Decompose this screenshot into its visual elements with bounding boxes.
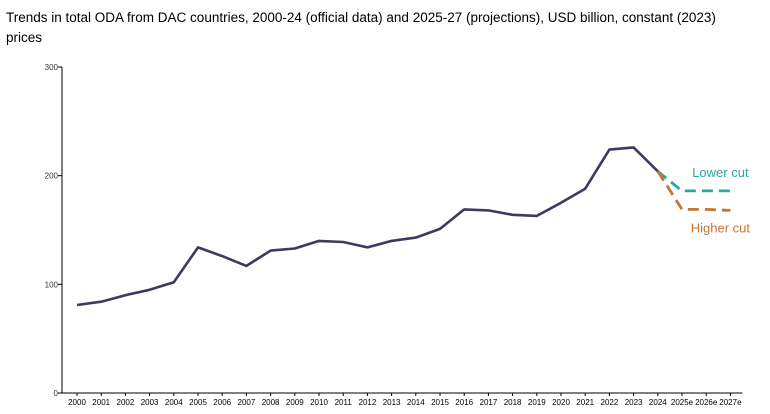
x-tick-label: 2023	[625, 398, 643, 407]
x-tick-label: 2021	[576, 398, 594, 407]
x-tick-label: 2000	[68, 398, 86, 407]
chart-title: Trends in total ODA from DAC countries, …	[6, 10, 716, 45]
series-line-official-oda	[76, 146, 659, 307]
x-tick-label: 2015	[431, 398, 449, 407]
x-tick-label: 2020	[552, 398, 570, 407]
x-tick-label: 2006	[213, 398, 231, 407]
x-tick-label: 2002	[117, 398, 135, 407]
x-tick-label: 2009	[286, 398, 304, 407]
x-tick-label: 2014	[407, 398, 425, 407]
x-tick-label: 2024	[649, 398, 667, 407]
series-label-higher-cut: Higher cut	[691, 220, 751, 235]
series-line-lower-cut	[656, 170, 731, 193]
x-tick-label: 2019	[528, 398, 546, 407]
x-tick-label: 2001	[92, 398, 110, 407]
x-tick-label: 2022	[601, 398, 619, 407]
series-label-lower-cut: Lower cut	[692, 165, 749, 180]
x-tick-label: 2008	[262, 398, 280, 407]
x-tick-label: 2017	[480, 398, 498, 407]
chart-axes: 0 100 200 300 2000 2001 2002 2003 2004 2005 2006 20…	[45, 63, 743, 407]
x-tick-label: 2003	[141, 398, 159, 407]
x-tick-label: 2025e	[671, 398, 694, 407]
x-tick-label: 2016	[455, 398, 473, 407]
x-tick-label: 2013	[383, 398, 401, 407]
y-tick-label: 200	[45, 172, 59, 181]
x-tick-label: 2004	[165, 398, 183, 407]
x-tick-label: 2007	[238, 398, 256, 407]
chart-series	[76, 146, 731, 307]
x-tick-label: 2010	[310, 398, 328, 407]
chart-annotations: Lower cut Higher cut	[691, 165, 751, 236]
x-tick-label: 2018	[504, 398, 522, 407]
y-tick-label: 0	[54, 389, 59, 398]
y-tick-label: 100	[45, 280, 59, 289]
y-tick-label: 300	[45, 63, 59, 72]
x-tick-label: 2005	[189, 398, 207, 407]
x-tick-label: 2026e	[695, 398, 718, 407]
x-tick-label: 2011	[335, 398, 353, 407]
series-line-higher-cut	[656, 170, 731, 212]
x-tick-label: 2012	[359, 398, 377, 407]
x-tick-label: 2027e	[719, 398, 742, 407]
